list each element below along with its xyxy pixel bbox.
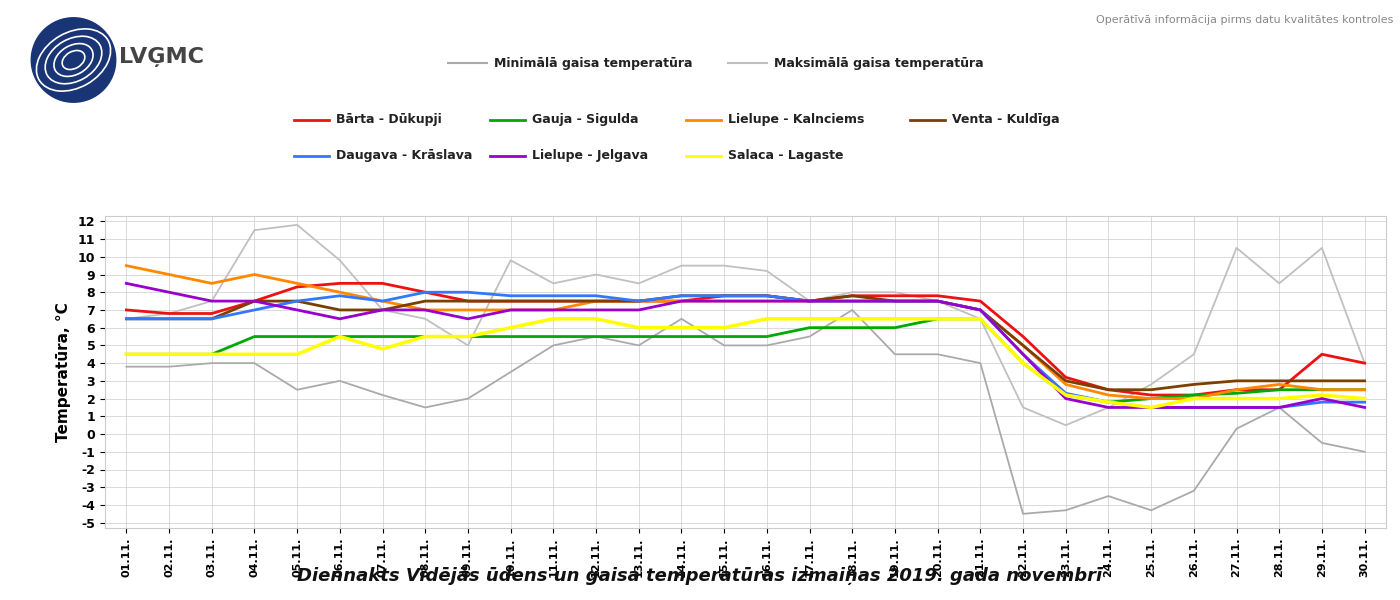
Text: Minimālā gaisa temperatūra: Minimālā gaisa temperatūra [494,56,693,70]
Text: LVĢMC: LVĢMC [119,47,204,67]
Text: Gauja - Sigulda: Gauja - Sigulda [532,113,638,127]
Text: Venta - Kuldīga: Venta - Kuldīga [952,113,1060,127]
Text: Diennakts Vidējās ūdens un gaisa temperatūras izmaiņas 2019. gada novembrī: Diennakts Vidējās ūdens un gaisa tempera… [297,567,1103,585]
Circle shape [31,18,116,102]
Text: Operātīvā informācija pirms datu kvalitātes kontroles: Operātīvā informācija pirms datu kvalitā… [1096,15,1393,25]
Text: Salaca - Lagaste: Salaca - Lagaste [728,149,843,163]
Text: Daugava - Krāslava: Daugava - Krāslava [336,149,472,163]
Text: Bārta - Dūkupji: Bārta - Dūkupji [336,113,442,127]
Text: Maksimālā gaisa temperatūra: Maksimālā gaisa temperatūra [774,56,984,70]
Y-axis label: Temperatūra, °C: Temperatūra, °C [56,302,71,442]
Text: Lielupe - Jelgava: Lielupe - Jelgava [532,149,648,163]
Text: Lielupe - Kalnciems: Lielupe - Kalnciems [728,113,864,127]
